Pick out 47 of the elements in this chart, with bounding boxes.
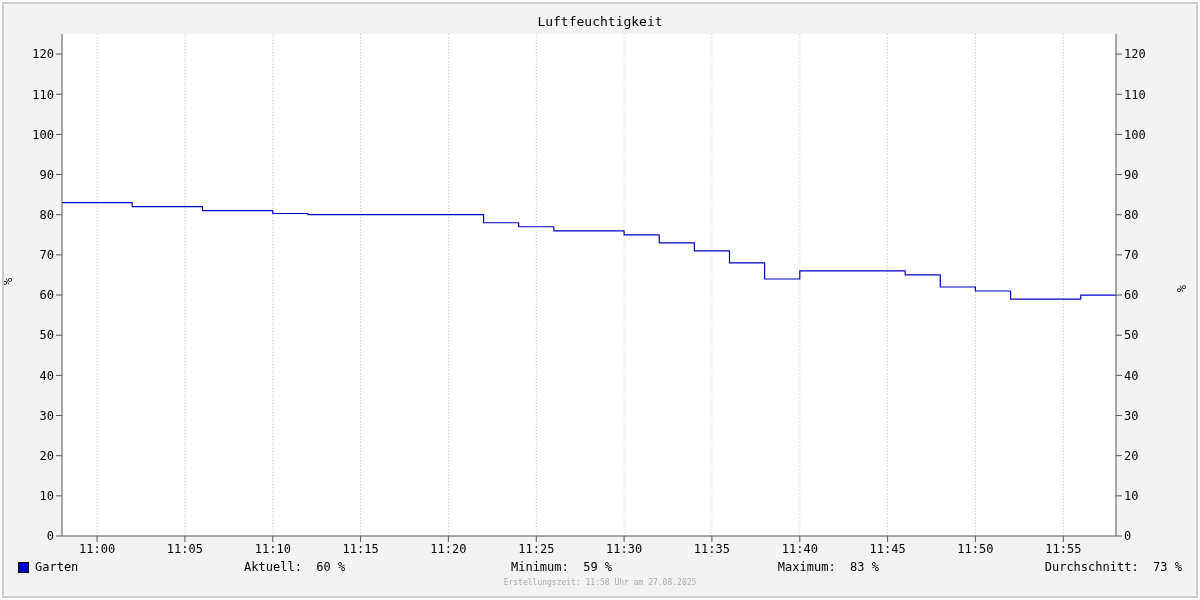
y-tick-label: 120 <box>32 47 54 62</box>
y2-tick-label: 120 <box>1124 47 1146 62</box>
text: Maximum: 83 % <box>777 560 879 574</box>
y2-tick-label: 80 <box>1124 207 1139 222</box>
y2-tick-label: 10 <box>1124 489 1139 504</box>
y-tick-label: 60 <box>39 288 54 303</box>
y-tick-label: 90 <box>39 167 54 182</box>
text: Erstellungszeit: 11:58 Uhr am 27.08.2025 <box>502 578 698 587</box>
x-tick-label: 11:55 <box>1045 541 1082 556</box>
x-tick-label: 11:10 <box>254 541 291 556</box>
y-tick-label: 80 <box>39 207 54 222</box>
y-tick-label: 10 <box>39 489 54 504</box>
y2-tick-label: 90 <box>1124 167 1139 182</box>
x-tick-label: 11:35 <box>693 541 730 556</box>
y-tick-label: 30 <box>39 408 54 423</box>
chart-title: Luftfeuchtigkeit <box>536 13 664 30</box>
y2-tick-label: 0 <box>1124 529 1132 544</box>
x-tick-label: 11:45 <box>869 541 906 556</box>
x-tick-label: 11:25 <box>518 541 555 556</box>
y2-tick-label: 110 <box>1124 87 1146 102</box>
y2-tick-label: 30 <box>1124 408 1139 423</box>
y2-tick-label: 20 <box>1124 448 1139 463</box>
y-tick-label: 70 <box>39 248 54 263</box>
x-tick-label: 11:00 <box>79 541 116 556</box>
y-tick-label: 40 <box>39 368 54 383</box>
y2-tick-label: 100 <box>1124 127 1146 142</box>
x-tick-label: 11:50 <box>957 541 994 556</box>
legend-label: Garten <box>34 560 79 574</box>
y-tick-label: 0 <box>46 529 54 544</box>
text: Aktuell: 60 % <box>244 560 346 574</box>
x-tick-label: 11:05 <box>166 541 203 556</box>
y2-tick-label: 50 <box>1124 328 1139 343</box>
x-tick-label: 11:30 <box>606 541 643 556</box>
y2-tick-label: 40 <box>1124 368 1139 383</box>
text: Minimum: 59 % <box>510 560 613 574</box>
y2-axis-title: % <box>1175 284 1190 293</box>
x-tick-label: 11:20 <box>430 541 467 556</box>
y-tick-label: 100 <box>32 127 54 142</box>
y-axis-title: % <box>1 277 16 285</box>
y-tick-label: 20 <box>39 448 54 463</box>
y-tick-label: 50 <box>39 328 54 343</box>
x-tick-label: 11:40 <box>781 541 818 556</box>
y2-tick-label: 70 <box>1124 248 1139 263</box>
y2-tick-label: 60 <box>1124 288 1139 303</box>
y-tick-label: 110 <box>32 87 54 102</box>
text: Durchschnitt: 73 % <box>1044 560 1182 574</box>
x-tick-label: 11:15 <box>342 541 379 556</box>
